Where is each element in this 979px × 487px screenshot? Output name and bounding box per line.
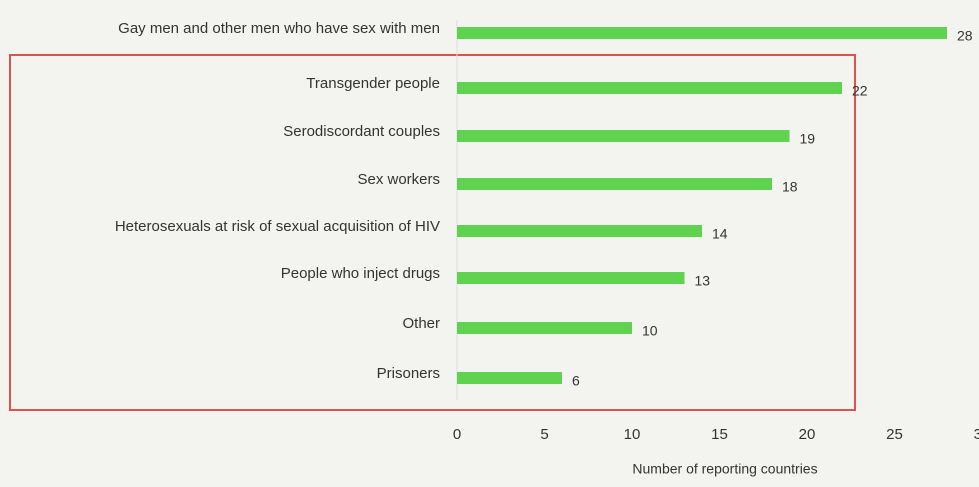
x-tick-label: 20 bbox=[799, 426, 816, 443]
value-label: 28 bbox=[957, 28, 973, 44]
value-label: 22 bbox=[852, 83, 868, 99]
bar bbox=[457, 322, 632, 334]
value-label: 19 bbox=[800, 131, 816, 147]
y-tick-label: Other bbox=[402, 315, 440, 332]
value-label: 13 bbox=[695, 273, 711, 289]
value-label: 6 bbox=[572, 373, 580, 389]
x-tick-label: 0 bbox=[453, 426, 461, 443]
y-tick-label: Sex workers bbox=[357, 171, 440, 188]
y-tick-label: Heterosexuals at risk of sexual acquisit… bbox=[115, 218, 440, 235]
x-tick-label: 10 bbox=[624, 426, 641, 443]
bar bbox=[457, 272, 685, 284]
x-axis-label: Number of reporting countries bbox=[632, 461, 817, 477]
bar bbox=[457, 82, 842, 94]
value-label: 14 bbox=[712, 226, 728, 242]
bar bbox=[457, 178, 772, 190]
x-tick-label: 5 bbox=[540, 426, 548, 443]
value-label: 18 bbox=[782, 179, 798, 195]
y-tick-label: Serodiscordant couples bbox=[283, 123, 440, 140]
bar bbox=[457, 130, 790, 142]
y-tick-label: Prisoners bbox=[377, 365, 440, 382]
bar bbox=[457, 372, 562, 384]
y-tick-label: Gay men and other men who have sex with … bbox=[118, 20, 440, 37]
y-tick-label: People who inject drugs bbox=[281, 265, 440, 282]
bar bbox=[457, 225, 702, 237]
value-label: 10 bbox=[642, 323, 658, 339]
highlight-box bbox=[9, 54, 856, 411]
x-tick-label: 15 bbox=[711, 426, 728, 443]
y-tick-label: Transgender people bbox=[306, 75, 440, 92]
x-tick-label: 25 bbox=[886, 426, 903, 443]
x-tick-label: 30 bbox=[974, 426, 979, 443]
bar bbox=[457, 27, 947, 39]
